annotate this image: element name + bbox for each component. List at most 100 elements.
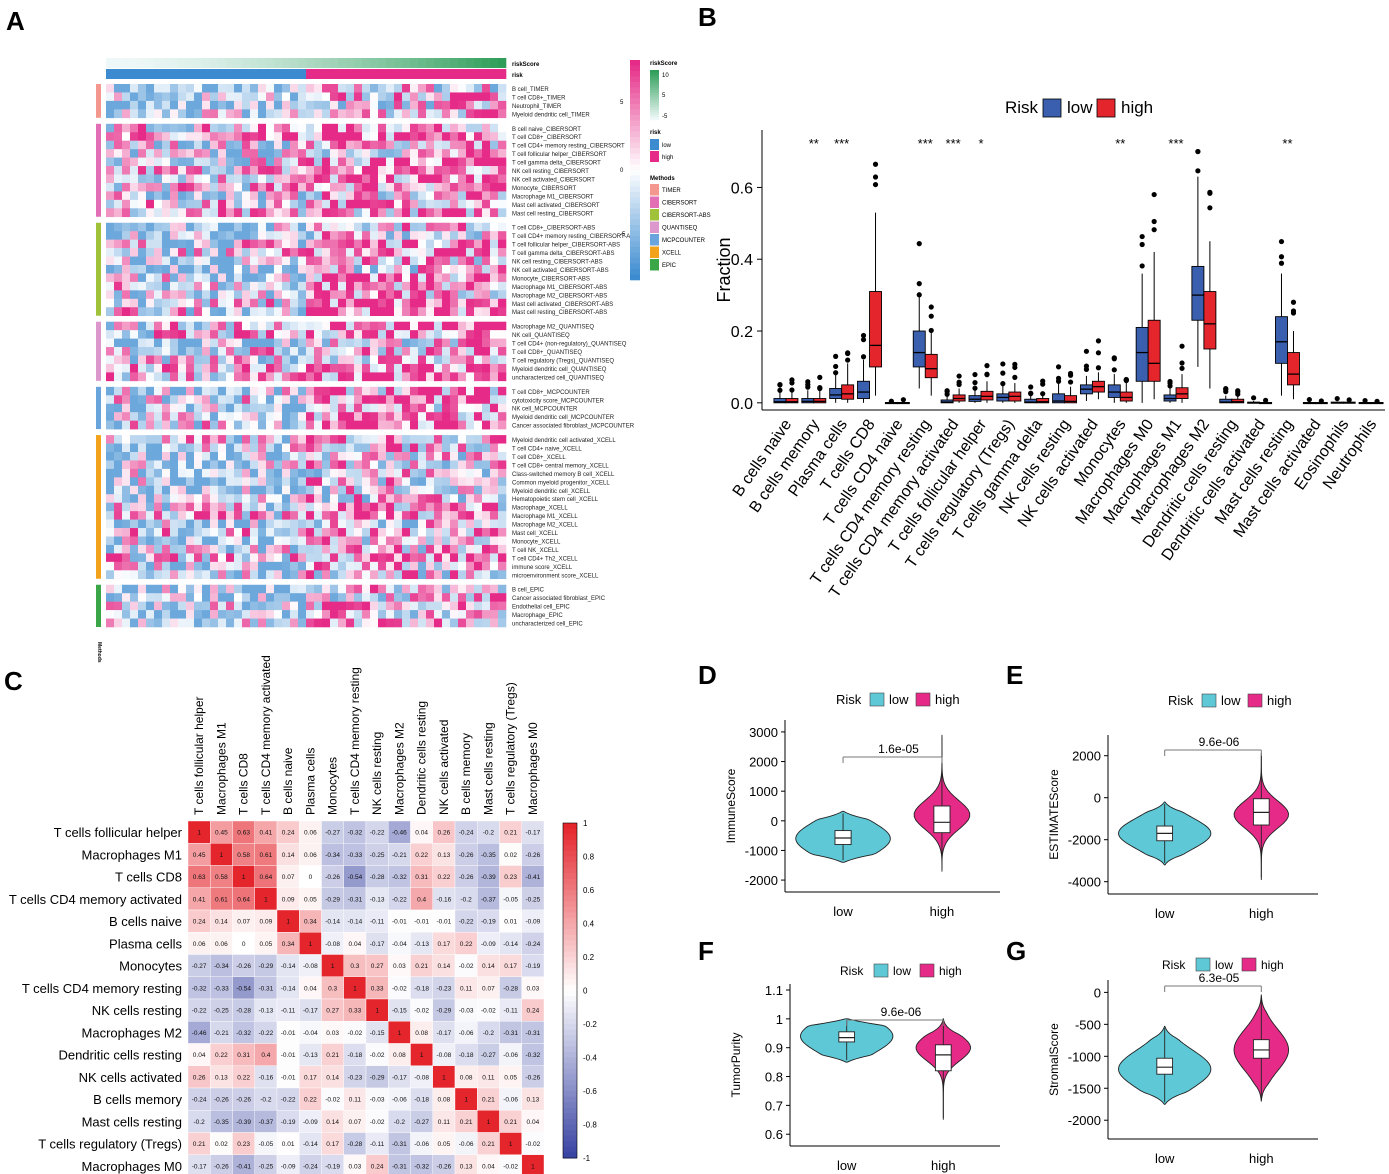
box-high	[1064, 395, 1078, 404]
heatmap-cell	[442, 570, 451, 580]
riskscore-track-cell	[314, 58, 323, 68]
heatmap-cell	[290, 494, 299, 503]
heatmap-cell	[458, 347, 467, 356]
heatmap-cell	[330, 610, 339, 619]
heatmap-cell	[202, 544, 211, 554]
heatmap-cell	[498, 157, 507, 167]
heatmap-cell	[410, 519, 419, 529]
heatmap-cell	[226, 372, 235, 382]
heatmap-cell	[138, 231, 147, 240]
heatmap-cell	[178, 166, 187, 175]
heatmap-cell	[298, 435, 307, 444]
heatmap-cell	[290, 330, 299, 339]
heatmap-cell	[266, 199, 275, 209]
heatmap-cell	[146, 307, 155, 316]
heatmap-cell	[130, 502, 139, 512]
heatmap-cell	[298, 536, 307, 546]
riskscore-track-cell	[418, 58, 427, 68]
heatmap-cell	[330, 528, 339, 537]
heatmap-cell	[106, 222, 115, 232]
heatmap-cell	[314, 601, 323, 611]
heatmap-cell	[442, 290, 451, 300]
legend-riskscore-gradient	[650, 85, 659, 88]
heatmap-cell	[402, 182, 411, 192]
heatmap-cell	[394, 84, 403, 93]
heatmap-cell	[234, 166, 243, 175]
heatmap-cell	[242, 157, 251, 167]
heatmap-cell	[362, 290, 371, 300]
heatmap-cell	[346, 199, 355, 209]
box-outlier	[1028, 384, 1034, 390]
heatmap-cell	[330, 199, 339, 209]
heatmap-cell	[266, 248, 275, 257]
risk-track-cell	[354, 69, 363, 79]
heatmap-cell	[346, 372, 355, 382]
corr-cell-value: -0.25	[370, 852, 385, 859]
corr-cell-value: -0.02	[525, 1141, 540, 1148]
heatmap-cell	[266, 477, 275, 487]
heatmap-cell	[490, 584, 499, 594]
heatmap-cell	[362, 109, 371, 119]
heatmap-cell	[298, 140, 307, 150]
risk-track-cell	[402, 69, 411, 79]
scale-gradient-step	[630, 159, 640, 165]
heatmap-cell	[498, 435, 507, 444]
heatmap-cell	[202, 84, 211, 93]
heatmap-cell	[362, 519, 371, 529]
heatmap-cell	[282, 363, 291, 373]
heatmap-cell	[482, 584, 491, 594]
corr-scale-step	[563, 1046, 577, 1053]
heatmap-cell	[138, 485, 147, 495]
heatmap-cell	[138, 601, 147, 611]
heatmap-cell	[314, 157, 323, 167]
legend-risk-swatch	[650, 139, 659, 150]
heatmap-cell	[378, 298, 387, 308]
heatmap-cell	[194, 100, 203, 110]
heatmap-cell	[474, 460, 483, 470]
box-high	[813, 398, 827, 404]
heatmap-cell	[130, 290, 139, 300]
heatmap-cell	[418, 460, 427, 470]
riskscore-track-cell	[306, 58, 315, 68]
heatmap-cell	[458, 502, 467, 512]
heatmap-cell	[458, 618, 467, 628]
heatmap-cell	[418, 443, 427, 453]
box-high	[1231, 398, 1245, 404]
heatmap-cell	[194, 149, 203, 158]
heatmap-cell	[258, 208, 267, 218]
heatmap-row-label: uncharacterized cell_EPIC	[512, 622, 583, 628]
scale-gradient-step	[630, 197, 640, 204]
heatmap-cell	[210, 248, 219, 257]
heatmap-cell	[298, 372, 307, 382]
heatmap-cell	[354, 109, 363, 119]
heatmap-cell	[242, 149, 251, 158]
heatmap-cell	[450, 412, 459, 421]
heatmap-cell	[306, 182, 315, 192]
heatmap-cell	[290, 468, 299, 478]
heatmap-cell	[314, 281, 323, 291]
heatmap-cell	[130, 601, 139, 611]
heatmap-cell	[266, 544, 275, 554]
heatmap-cell	[306, 570, 315, 580]
heatmap-cell	[114, 100, 123, 110]
corr-scale-step	[563, 1063, 577, 1070]
heatmap-cell	[474, 363, 483, 373]
heatmap-cell	[322, 307, 331, 316]
heatmap-cell	[106, 618, 115, 628]
corr-cell-value: -0.24	[303, 1163, 318, 1170]
heatmap-cell	[130, 222, 139, 232]
heatmap-cell	[290, 199, 299, 209]
heatmap-cell	[218, 157, 227, 167]
heatmap-cell	[218, 182, 227, 192]
heatmap-cell	[442, 84, 451, 93]
heatmap-cell	[394, 528, 403, 537]
heatmap-cell	[330, 372, 339, 382]
heatmap-cell	[210, 132, 219, 141]
heatmap-cell	[386, 601, 395, 611]
heatmap-cell	[226, 347, 235, 356]
corr-scale-step	[563, 823, 577, 830]
heatmap-cell	[410, 265, 419, 274]
heatmap-cell	[338, 468, 347, 478]
heatmap-cell	[266, 511, 275, 520]
heatmap-cell	[490, 452, 499, 461]
